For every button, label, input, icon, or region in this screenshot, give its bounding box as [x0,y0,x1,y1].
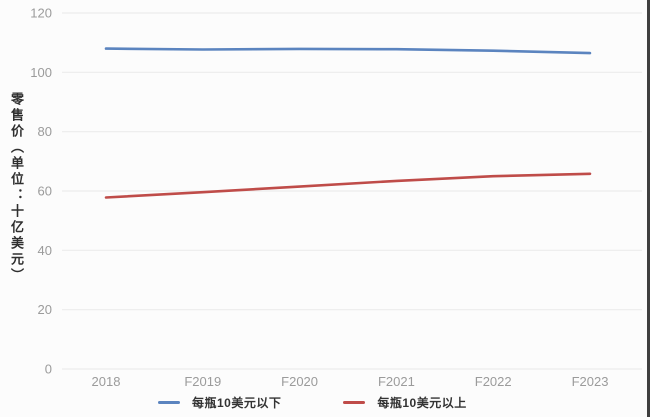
x-tick-label-F2022: F2022 [475,374,512,389]
x-tick-label-F2019: F2019 [184,374,221,389]
y-tick-label-80: 80 [38,124,52,139]
x-tick-label-F2023: F2023 [572,374,609,389]
x-tick-label-F2020: F2020 [281,374,318,389]
y-tick-label-20: 20 [38,302,52,317]
legend-label-under-10-dollars: 每瓶10美元以下 [192,396,282,410]
y-tick-label-120: 120 [30,6,52,21]
legend-item-over-10-dollars: 每瓶10美元以上 [343,394,466,411]
y-tick-label-100: 100 [30,65,52,80]
series-line-0 [104,47,592,55]
y-tick-label-0: 0 [45,362,52,377]
y-tick-label-60: 60 [38,184,52,199]
legend-marker-red-line [343,401,366,404]
series-line-1 [104,172,592,199]
y-axis-title: 零售价（单位：十亿美元） [9,92,24,284]
legend-item-under-10-dollars: 每瓶10美元以下 [158,394,281,411]
x-tick-label-2018: 2018 [92,374,121,389]
x-tick-label-F2021: F2021 [378,374,415,389]
y-tick-label-40: 40 [38,243,52,258]
legend-label-over-10-dollars: 每瓶10美元以上 [377,396,467,410]
legend-marker-blue-line [158,401,180,404]
chart-legend: 每瓶10美元以下 每瓶10美元以上 [158,394,467,411]
